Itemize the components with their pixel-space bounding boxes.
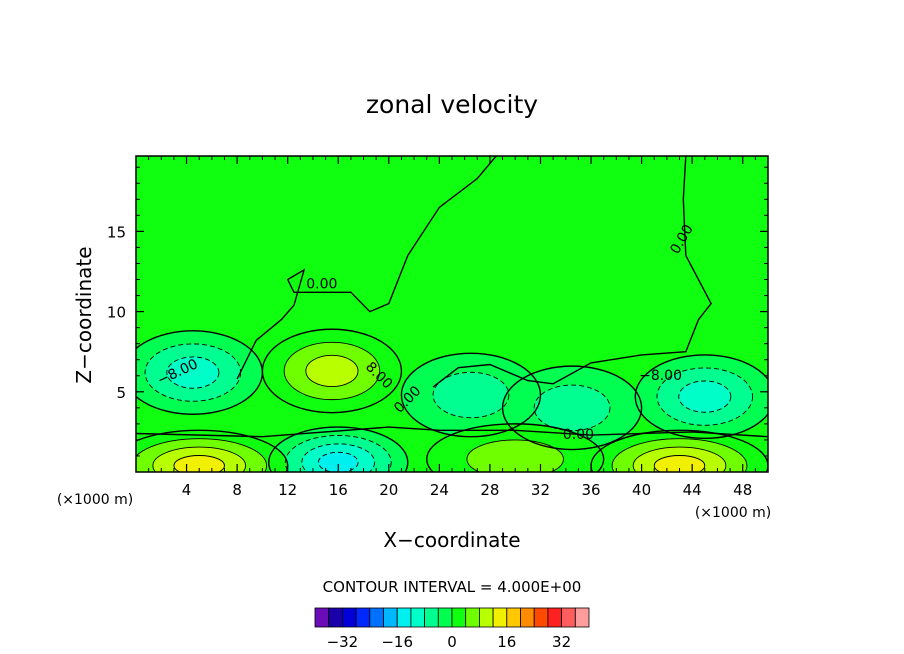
- contour-line: [136, 438, 268, 472]
- contour-interval-text: CONTOUR INTERVAL = 4.000E+00: [323, 578, 582, 596]
- contour-label: 0.00: [306, 276, 337, 292]
- contour-line: [166, 356, 220, 389]
- colorbar-swatch: [396, 607, 412, 628]
- zero-contour-line: [432, 156, 712, 388]
- contour-line: [283, 341, 381, 401]
- contour-fills: [136, 329, 768, 472]
- x-unit-right: (×1000 m): [695, 505, 771, 521]
- plot-area: 0.000.000.000.00−8.00 −8.008.00 4 8 12 16 20 2…: [107, 155, 769, 499]
- contour-band: [318, 452, 359, 472]
- y-tick-label: 10: [107, 304, 126, 322]
- contour-band: [166, 356, 219, 389]
- colorbar-swatch: [369, 607, 384, 628]
- contour-line: [466, 439, 564, 472]
- y-tick-label: 5: [116, 384, 126, 402]
- contour-line: [317, 451, 359, 472]
- y-tick-label: 15: [107, 223, 126, 241]
- x-tick-label: 36: [581, 481, 600, 499]
- contour-line: [305, 354, 359, 388]
- colorbar-swatch: [410, 607, 425, 628]
- contour-line: [284, 435, 392, 472]
- contour-line: [268, 426, 409, 472]
- x-tick-label: 20: [379, 481, 398, 499]
- y-axis: 5 10 15: [107, 166, 768, 457]
- x-tick-label: 48: [733, 481, 752, 499]
- contour-band: [305, 355, 358, 387]
- contour-line: [432, 371, 510, 419]
- contour-band: [534, 385, 610, 431]
- x-tick-label: 24: [430, 481, 449, 499]
- contour-line: [400, 352, 542, 438]
- colorbar-swatch: [383, 607, 398, 628]
- contour-line: [173, 455, 225, 472]
- x-unit-left: (×1000 m): [57, 492, 133, 508]
- colorbar-swatch: [478, 607, 494, 628]
- contour-line: [634, 354, 768, 440]
- colorbar-tick-label: −16: [381, 633, 413, 651]
- contour-line: [653, 455, 706, 472]
- x-tick-label: 8: [232, 481, 242, 499]
- colorbar-tick-label: 16: [497, 633, 516, 651]
- colorbar-swatch: [465, 607, 480, 628]
- colorbar-swatch: [437, 607, 453, 628]
- contour-line: [152, 446, 246, 472]
- contour-band: [678, 380, 731, 413]
- colorbar-swatch: [424, 607, 439, 628]
- contour-line: [678, 380, 732, 413]
- x-tick-label: 4: [182, 481, 192, 499]
- colorbar-swatch: [314, 607, 330, 628]
- colorbar-swatch: [506, 607, 521, 628]
- x-tick-label: 28: [480, 481, 499, 499]
- colorbar-swatch: [574, 607, 590, 628]
- contour-label: 0.00: [563, 427, 594, 443]
- x-tick-label: 32: [531, 481, 550, 499]
- colorbar-swatch: [533, 607, 549, 628]
- x-tick-label: 40: [632, 481, 651, 499]
- colorbar-tick-label: 0: [447, 633, 457, 651]
- contour-band: [433, 372, 509, 418]
- colorbar-swatch: [328, 607, 343, 628]
- x-axis: 4 8 12 16 20 24 28 32 36 40 44 48: [148, 156, 756, 499]
- colorbar-swatch: [520, 607, 535, 628]
- contour-lines: [136, 156, 768, 472]
- x-axis-label: X−coordinate: [383, 528, 520, 552]
- x-tick-label: 44: [683, 481, 702, 499]
- contour-line: [533, 384, 611, 432]
- colorbar-tick-label: 32: [552, 633, 571, 651]
- colorbar-tick-label: −32: [327, 633, 359, 651]
- zero-contour-line: [136, 426, 768, 438]
- colorbar: −32 −16 0 16 32: [314, 607, 590, 651]
- colorbar-swatch: [451, 607, 467, 628]
- contour-line: [136, 330, 264, 415]
- colorbar-swatch: [355, 607, 371, 628]
- colorbar-swatch: [492, 607, 508, 628]
- x-tick-label: 12: [278, 481, 297, 499]
- contour-line: [426, 423, 605, 472]
- chart-title: zonal velocity: [366, 90, 538, 119]
- x-tick-label: 16: [329, 481, 348, 499]
- contour-label: −8.00: [639, 368, 682, 384]
- colorbar-swatch: [341, 607, 357, 628]
- contour-line: [656, 367, 754, 426]
- contour-line: [632, 446, 727, 472]
- y-axis-label: Z−coordinate: [72, 246, 96, 383]
- colorbar-swatch: [547, 607, 563, 628]
- contour-line: [501, 365, 643, 451]
- contour-band: [466, 439, 564, 472]
- contour-line: [301, 443, 376, 472]
- zero-contour-line: [236, 156, 497, 380]
- colorbar-swatch: [561, 607, 576, 628]
- contour-line: [611, 438, 748, 472]
